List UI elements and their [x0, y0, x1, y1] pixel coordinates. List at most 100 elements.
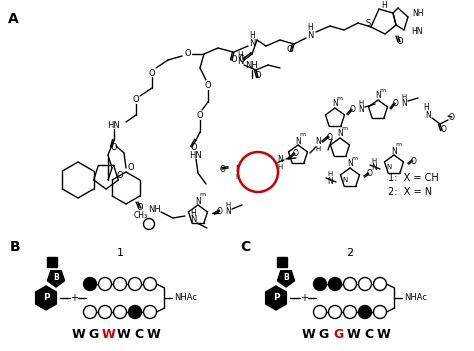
Text: H: H: [190, 210, 196, 219]
Circle shape: [374, 305, 386, 318]
Text: m: m: [341, 126, 347, 131]
Text: HN: HN: [108, 120, 120, 130]
Text: NH: NH: [412, 9, 423, 19]
Circle shape: [238, 152, 278, 192]
Text: O: O: [231, 55, 237, 65]
Circle shape: [144, 278, 156, 291]
Text: N: N: [190, 216, 196, 225]
Text: 1: 1: [117, 248, 124, 258]
Circle shape: [313, 278, 327, 291]
Text: CH₃: CH₃: [134, 212, 148, 220]
Text: N: N: [391, 146, 397, 155]
Polygon shape: [47, 271, 64, 287]
Text: N: N: [307, 31, 313, 40]
Text: m: m: [351, 155, 357, 160]
Text: N: N: [342, 177, 347, 183]
Text: N: N: [332, 99, 338, 108]
Circle shape: [344, 305, 356, 318]
Circle shape: [113, 278, 127, 291]
Text: B: B: [283, 273, 289, 283]
Circle shape: [344, 278, 356, 291]
Text: H: H: [236, 174, 241, 180]
Text: HN: HN: [190, 151, 202, 159]
Text: O: O: [350, 106, 356, 114]
Text: O: O: [149, 68, 155, 78]
Text: P: P: [43, 293, 49, 303]
Text: H: H: [358, 100, 364, 106]
Text: H: H: [371, 158, 377, 164]
Text: N: N: [249, 39, 255, 47]
Text: A: A: [8, 12, 19, 26]
Text: H: H: [381, 0, 387, 9]
Text: G: G: [89, 327, 99, 340]
Circle shape: [128, 278, 142, 291]
Polygon shape: [277, 271, 294, 287]
Text: NH: NH: [246, 61, 258, 71]
Text: NHAc: NHAc: [174, 293, 198, 303]
Text: O: O: [293, 150, 299, 159]
Text: N: N: [250, 161, 256, 171]
Text: O: O: [449, 113, 455, 121]
Text: O: O: [393, 99, 399, 108]
Text: N: N: [425, 111, 431, 119]
Text: H: H: [277, 164, 283, 170]
Circle shape: [328, 305, 341, 318]
Text: W: W: [377, 327, 391, 340]
Text: B: B: [53, 273, 59, 283]
Circle shape: [358, 278, 372, 291]
Circle shape: [128, 305, 142, 318]
Text: H: H: [423, 104, 429, 113]
Circle shape: [99, 305, 111, 318]
Text: O: O: [367, 170, 373, 179]
Text: O: O: [111, 143, 117, 152]
Circle shape: [374, 278, 386, 291]
Text: B: B: [10, 240, 21, 254]
Text: W: W: [347, 327, 361, 340]
Text: H: H: [237, 51, 243, 60]
Text: C: C: [135, 327, 144, 340]
Text: m: m: [199, 192, 205, 198]
Polygon shape: [265, 286, 286, 310]
Text: m: m: [250, 153, 256, 159]
Text: H: H: [401, 94, 407, 100]
Text: N: N: [327, 177, 333, 185]
Text: W: W: [117, 327, 131, 340]
Text: W: W: [302, 327, 316, 340]
Text: N: N: [401, 99, 407, 108]
Text: N: N: [225, 207, 231, 217]
Text: NHAc: NHAc: [404, 293, 428, 303]
Text: NH: NH: [149, 205, 161, 214]
Text: H: H: [307, 24, 313, 33]
Text: O: O: [128, 164, 134, 172]
Text: O: O: [287, 46, 293, 54]
Text: O: O: [137, 204, 143, 212]
Text: +: +: [145, 219, 153, 229]
Text: N: N: [347, 159, 353, 168]
Text: O: O: [397, 38, 403, 46]
Text: H: H: [225, 202, 231, 208]
Text: O: O: [191, 143, 197, 152]
Text: C: C: [365, 327, 374, 340]
Text: +: +: [70, 293, 78, 303]
Text: H: H: [315, 146, 320, 152]
Text: C: C: [240, 240, 250, 254]
Text: O: O: [197, 112, 203, 120]
Text: O: O: [239, 55, 246, 65]
Text: N: N: [371, 164, 377, 172]
Text: N: N: [235, 166, 241, 174]
Circle shape: [99, 278, 111, 291]
Circle shape: [144, 219, 155, 230]
Text: N: N: [375, 92, 381, 100]
Text: H: H: [328, 171, 333, 177]
Circle shape: [358, 305, 372, 318]
Text: N: N: [358, 106, 364, 114]
Polygon shape: [36, 286, 56, 310]
Circle shape: [83, 305, 97, 318]
Polygon shape: [47, 257, 57, 267]
Polygon shape: [277, 257, 287, 267]
Text: O: O: [411, 157, 417, 166]
Circle shape: [83, 278, 97, 291]
Text: O: O: [133, 95, 139, 105]
Circle shape: [313, 305, 327, 318]
Text: HN: HN: [411, 27, 422, 37]
